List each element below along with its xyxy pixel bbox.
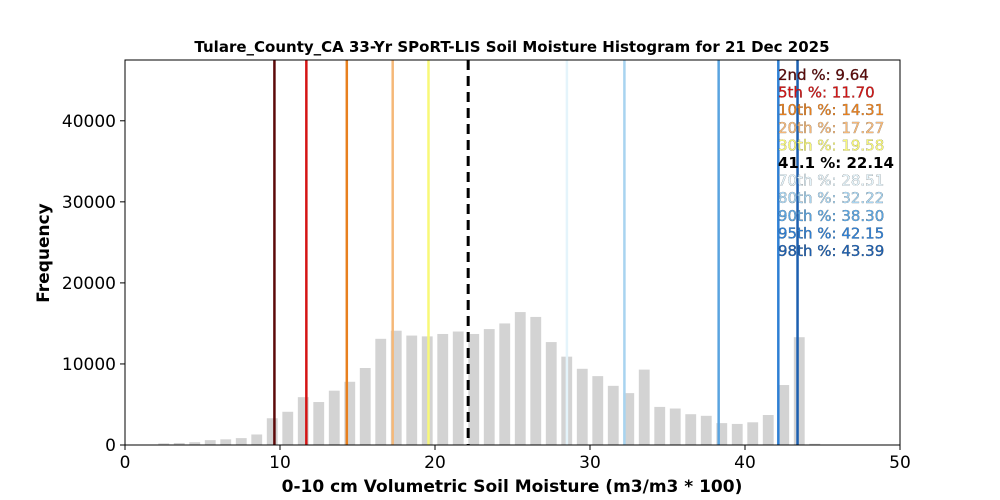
y-tick-label: 20000 bbox=[62, 274, 116, 294]
x-tick-label: 40 bbox=[734, 453, 756, 473]
histogram-bar bbox=[266, 418, 278, 445]
histogram-bar bbox=[731, 423, 743, 445]
histogram-bar bbox=[778, 385, 790, 445]
histogram-bar bbox=[437, 333, 449, 445]
percentile-label: 80th %: 32.22 bbox=[778, 189, 884, 207]
x-axis-label: 0-10 cm Volumetric Soil Moisture (m3/m3 … bbox=[282, 477, 743, 497]
percentile-label: 90th %: 38.30 bbox=[778, 207, 884, 225]
chart-title: Tulare_County_CA 33-Yr SPoRT-LIS Soil Mo… bbox=[194, 38, 829, 56]
percentile-label: 20th %: 17.27 bbox=[778, 119, 884, 137]
percentile-label: 30th %: 19.58 bbox=[778, 136, 884, 154]
histogram-bar bbox=[375, 338, 387, 445]
x-tick-label: 30 bbox=[579, 453, 601, 473]
histogram-bar bbox=[700, 415, 712, 445]
x-tick-label: 50 bbox=[889, 453, 911, 473]
histogram-bar bbox=[189, 442, 201, 445]
histogram-bar bbox=[313, 402, 325, 445]
percentile-label: 10th %: 14.31 bbox=[778, 101, 884, 119]
histogram-bar bbox=[359, 368, 371, 445]
histogram-bar bbox=[204, 440, 216, 445]
x-axis-ticks: 0 10 20 30 40 50 bbox=[120, 445, 911, 473]
y-tick-label: 0 bbox=[105, 436, 116, 456]
histogram-bar bbox=[452, 331, 464, 445]
bars-layer bbox=[158, 312, 821, 445]
x-tick-label: 10 bbox=[269, 453, 291, 473]
histogram-bar bbox=[468, 333, 480, 445]
histogram-bar bbox=[669, 408, 681, 445]
histogram-bar bbox=[328, 390, 340, 445]
percentile-label: 98th %: 43.39 bbox=[778, 242, 884, 260]
histogram-bar bbox=[220, 439, 232, 445]
histogram-bar bbox=[809, 443, 821, 445]
histogram-bar bbox=[483, 329, 495, 445]
histogram-bar bbox=[173, 442, 185, 445]
y-axis-ticks: 0 10000 20000 30000 40000 bbox=[62, 112, 125, 456]
x-tick-label: 0 bbox=[120, 453, 131, 473]
histogram-bar bbox=[545, 342, 557, 445]
percentile-label: 95th %: 42.15 bbox=[778, 224, 884, 242]
histogram-bar bbox=[638, 369, 650, 445]
histogram-bar bbox=[685, 414, 697, 445]
histogram-bar bbox=[514, 312, 526, 445]
x-tick-label: 20 bbox=[424, 453, 446, 473]
histogram-bar bbox=[499, 323, 511, 445]
histogram-bar bbox=[158, 443, 170, 445]
percentile-label: 2nd %: 9.64 bbox=[778, 66, 869, 84]
histogram-bar bbox=[793, 337, 805, 445]
percentile-lines-layer bbox=[273, 60, 799, 445]
histogram-bar bbox=[344, 381, 356, 445]
y-tick-label: 30000 bbox=[62, 193, 116, 213]
histogram-bar bbox=[623, 393, 635, 445]
histogram-bar bbox=[406, 335, 418, 445]
y-tick-label: 10000 bbox=[62, 355, 116, 375]
histogram-bar bbox=[762, 415, 774, 445]
histogram-bar bbox=[235, 438, 247, 445]
histogram-bar bbox=[282, 411, 294, 445]
percentile-label: 70th %: 28.51 bbox=[778, 172, 884, 190]
percentile-label: 5th %: 11.70 bbox=[778, 84, 875, 102]
histogram-bar bbox=[530, 316, 542, 445]
y-tick-label: 40000 bbox=[62, 112, 116, 132]
histogram-bar bbox=[607, 385, 619, 445]
histogram-bar bbox=[576, 368, 588, 445]
histogram-bar bbox=[390, 330, 402, 445]
plot-frame bbox=[124, 59, 901, 446]
histogram-bar bbox=[251, 434, 263, 445]
histogram-bar bbox=[592, 376, 604, 445]
histogram-bar bbox=[747, 422, 759, 445]
y-axis-label: Frequency bbox=[34, 203, 54, 303]
histogram-bar bbox=[297, 397, 309, 445]
percentile-label: 41.1 %: 22.14 bbox=[778, 154, 894, 172]
histogram-bar bbox=[654, 406, 666, 445]
histogram-bar bbox=[716, 423, 728, 445]
